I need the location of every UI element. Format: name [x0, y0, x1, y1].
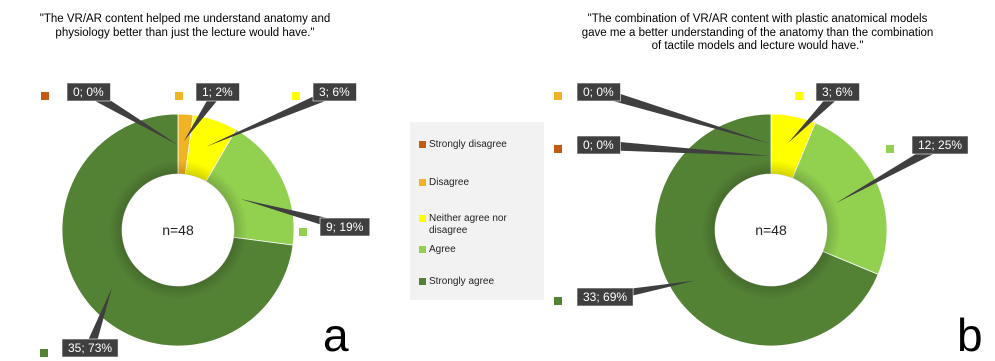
legend-label-neither: Neither agree nor disagree — [429, 213, 507, 236]
legend-label-agree: Agree — [429, 244, 456, 255]
donut-center-label-a: n=48 — [162, 222, 194, 238]
donut-hole-a — [122, 174, 234, 286]
callout-box-a-neither — [312, 82, 357, 102]
donut-chart-a: n=48 0; 0% 1; 2% 3; 6% 9; 19% 35; 73% — [40, 82, 371, 358]
callout-box-b-strongly-agree — [576, 287, 634, 307]
callout-swatch-b-strongly-disagree — [554, 145, 562, 153]
chart-title-right-line-1: "The combination of VR/AR content with p… — [587, 13, 928, 25]
donut-hole-b — [715, 174, 827, 286]
callout-swatch-b-agree — [886, 145, 894, 153]
callout-swatch-b-neither — [795, 92, 803, 100]
chart-title-right-line-3: of tactile models and lecture would have… — [651, 40, 864, 52]
legend-swatch-agree — [419, 246, 426, 253]
legend-item-agree: Agree — [419, 244, 539, 256]
chart-title-left-line-2: physiology better than just the lecture … — [55, 26, 315, 39]
callout-box-b-strongly-disagree — [576, 135, 621, 155]
callout-label-a-strongly-disagree: 0; 0% — [73, 85, 104, 99]
callout-box-a-strongly-disagree — [66, 82, 111, 102]
legend-item-strongly-agree: Strongly agree — [419, 276, 539, 288]
callout-leader-b-neither — [788, 88, 842, 143]
callout-label-b-strongly-disagree: 0; 0% — [583, 138, 614, 152]
panel-letter-b: b — [957, 309, 983, 361]
callout-swatch-a-strongly-disagree — [41, 92, 49, 100]
callout-swatch-a-neither — [292, 92, 300, 100]
callout-leader-a-disagree — [183, 89, 222, 142]
legend-swatch-strongly-agree — [419, 278, 426, 285]
donut-chart-b: n=48 0; 0% 0; 0% 3; 6% 12; 25% 33; 69% — [554, 82, 969, 347]
callout-leader-a-strongly-agree — [85, 288, 112, 350]
callout-leader-a-neither — [206, 87, 337, 147]
callout-leader-b-strongly-disagree — [598, 140, 771, 156]
callout-label-b-neither: 3; 6% — [822, 85, 853, 99]
legend-label-strongly-agree: Strongly agree — [429, 276, 495, 287]
donut-center-label-b: n=48 — [755, 222, 787, 238]
callout-label-b-strongly-agree: 33; 69% — [583, 290, 627, 304]
callout-swatch-a-disagree — [175, 92, 183, 100]
legend-label-strongly-disagree: Strongly disagree — [429, 139, 507, 150]
callout-swatch-b-strongly-agree — [554, 297, 562, 305]
callout-label-a-disagree: 1; 2% — [202, 85, 233, 99]
callout-label-b-agree: 12; 25% — [918, 138, 962, 152]
callout-leader-b-agree — [835, 140, 943, 204]
callout-label-b-disagree: 0; 0% — [583, 85, 614, 99]
chart-title-left-line-1: "The VR/AR content helped me understand … — [39, 13, 331, 25]
legend-swatch-disagree — [419, 179, 426, 186]
legend-swatch-strongly-disagree — [419, 141, 426, 148]
legend-label-disagree: Disagree — [429, 177, 470, 188]
callout-box-a-strongly-agree — [61, 338, 119, 358]
callout-label-a-neither: 3; 6% — [319, 85, 350, 99]
chart-title-right: "The combination of VR/AR content with p… — [520, 13, 995, 54]
callout-box-b-disagree — [576, 82, 621, 102]
callout-leader-a-strongly-disagree — [86, 87, 178, 145]
legend-item-neither: Neither agree nor disagree — [419, 213, 539, 236]
chart-title-right-line-2: gave me a better understanding of the an… — [581, 26, 934, 39]
chart-legend: Strongly disagree Disagree Neither agree… — [410, 122, 544, 300]
callout-swatch-a-agree — [299, 228, 307, 236]
chart-title-left: "The VR/AR content helped me understand … — [0, 13, 370, 40]
callout-box-b-neither — [815, 82, 860, 102]
callout-swatch-b-disagree — [554, 92, 562, 100]
callout-leader-b-disagree — [597, 87, 771, 144]
callout-box-b-agree — [911, 135, 969, 155]
callout-label-a-agree: 9; 19% — [326, 220, 364, 234]
legend-swatch-neither — [419, 215, 426, 222]
callout-swatch-a-strongly-agree — [40, 349, 48, 357]
panel-letter-a: a — [323, 309, 349, 361]
callout-label-a-strongly-agree: 35; 73% — [68, 341, 112, 355]
callout-box-a-agree — [319, 217, 371, 237]
legend-item-strongly-disagree: Strongly disagree — [419, 139, 539, 151]
legend-item-disagree: Disagree — [419, 177, 539, 189]
callout-box-a-disagree — [195, 82, 240, 102]
